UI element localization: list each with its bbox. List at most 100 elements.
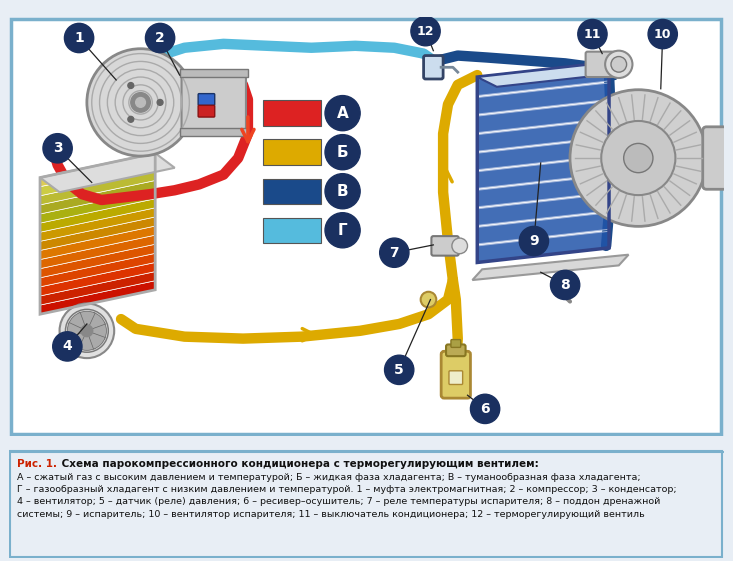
Circle shape (81, 325, 93, 337)
FancyBboxPatch shape (262, 140, 321, 165)
Circle shape (452, 238, 468, 254)
Wedge shape (68, 312, 87, 331)
Circle shape (421, 292, 436, 307)
Text: 5: 5 (394, 363, 404, 377)
Polygon shape (477, 194, 609, 226)
Wedge shape (87, 323, 106, 339)
Circle shape (130, 93, 150, 112)
Polygon shape (40, 226, 155, 260)
Circle shape (128, 116, 133, 122)
Polygon shape (477, 231, 609, 263)
Text: Рис. 1.: Рис. 1. (17, 459, 56, 469)
Circle shape (145, 24, 174, 53)
Wedge shape (78, 331, 95, 350)
Polygon shape (40, 280, 155, 314)
Circle shape (550, 270, 580, 300)
FancyBboxPatch shape (451, 339, 460, 347)
Wedge shape (68, 331, 87, 349)
Polygon shape (40, 254, 155, 287)
Circle shape (53, 332, 82, 361)
Polygon shape (40, 190, 155, 223)
Polygon shape (40, 272, 155, 305)
Polygon shape (40, 153, 155, 187)
Circle shape (385, 355, 414, 384)
FancyBboxPatch shape (198, 94, 215, 105)
Polygon shape (40, 244, 155, 278)
Polygon shape (477, 65, 609, 95)
FancyBboxPatch shape (198, 105, 215, 117)
Polygon shape (40, 263, 155, 296)
FancyBboxPatch shape (262, 178, 321, 204)
Text: Схема парокомпрессионного кондиционера с терморегулирующим вентилем:: Схема парокомпрессионного кондиционера с… (58, 459, 539, 469)
Circle shape (570, 90, 707, 226)
Circle shape (65, 309, 108, 352)
Text: В: В (336, 184, 348, 199)
Circle shape (128, 82, 133, 89)
Circle shape (648, 20, 677, 49)
Text: А – сжатый газ с высоким давлением и температурой; Б – жидкая фаза хладагента; В: А – сжатый газ с высоким давлением и тем… (17, 473, 677, 518)
Wedge shape (87, 312, 106, 331)
Text: 4: 4 (62, 339, 73, 353)
Circle shape (380, 238, 409, 268)
Polygon shape (477, 213, 609, 244)
Circle shape (578, 20, 607, 49)
FancyBboxPatch shape (262, 100, 321, 126)
Text: 9: 9 (529, 234, 539, 248)
Wedge shape (67, 323, 87, 339)
Circle shape (601, 121, 675, 195)
Text: Б: Б (336, 145, 348, 160)
Circle shape (411, 16, 441, 46)
Polygon shape (40, 153, 174, 192)
FancyBboxPatch shape (180, 128, 248, 136)
FancyBboxPatch shape (449, 371, 463, 384)
Circle shape (624, 144, 653, 173)
Polygon shape (40, 208, 155, 241)
Text: 10: 10 (654, 27, 671, 40)
Circle shape (43, 134, 73, 163)
FancyBboxPatch shape (10, 451, 722, 557)
FancyBboxPatch shape (180, 69, 248, 77)
Polygon shape (472, 255, 629, 280)
Wedge shape (87, 331, 106, 349)
Polygon shape (477, 102, 609, 132)
FancyBboxPatch shape (432, 236, 459, 256)
Circle shape (65, 24, 94, 53)
Circle shape (605, 50, 633, 78)
Polygon shape (40, 217, 155, 250)
Circle shape (519, 227, 548, 256)
Text: А: А (336, 105, 348, 121)
FancyBboxPatch shape (446, 344, 465, 356)
FancyBboxPatch shape (441, 351, 471, 398)
Text: 2: 2 (155, 31, 165, 45)
FancyBboxPatch shape (11, 20, 721, 434)
Text: 1: 1 (74, 31, 84, 45)
Polygon shape (477, 120, 609, 151)
Polygon shape (477, 176, 609, 207)
Circle shape (325, 135, 360, 170)
Circle shape (325, 174, 360, 209)
Circle shape (325, 95, 360, 131)
Text: 8: 8 (560, 278, 570, 292)
FancyBboxPatch shape (424, 56, 443, 79)
Circle shape (87, 49, 194, 156)
Circle shape (59, 304, 114, 358)
Circle shape (611, 57, 627, 72)
Text: 7: 7 (389, 246, 399, 260)
FancyBboxPatch shape (586, 52, 619, 77)
FancyBboxPatch shape (262, 218, 321, 243)
Polygon shape (40, 199, 155, 232)
Polygon shape (40, 235, 155, 269)
Polygon shape (477, 83, 609, 114)
Polygon shape (40, 181, 155, 214)
Polygon shape (40, 171, 155, 205)
Text: Г: Г (338, 223, 347, 238)
FancyBboxPatch shape (703, 127, 733, 189)
Polygon shape (477, 62, 629, 87)
Text: 3: 3 (53, 141, 62, 155)
Circle shape (325, 213, 360, 248)
Text: 12: 12 (417, 25, 434, 38)
Text: 6: 6 (480, 402, 490, 416)
Circle shape (157, 99, 163, 105)
Polygon shape (40, 162, 155, 196)
Polygon shape (477, 139, 609, 170)
